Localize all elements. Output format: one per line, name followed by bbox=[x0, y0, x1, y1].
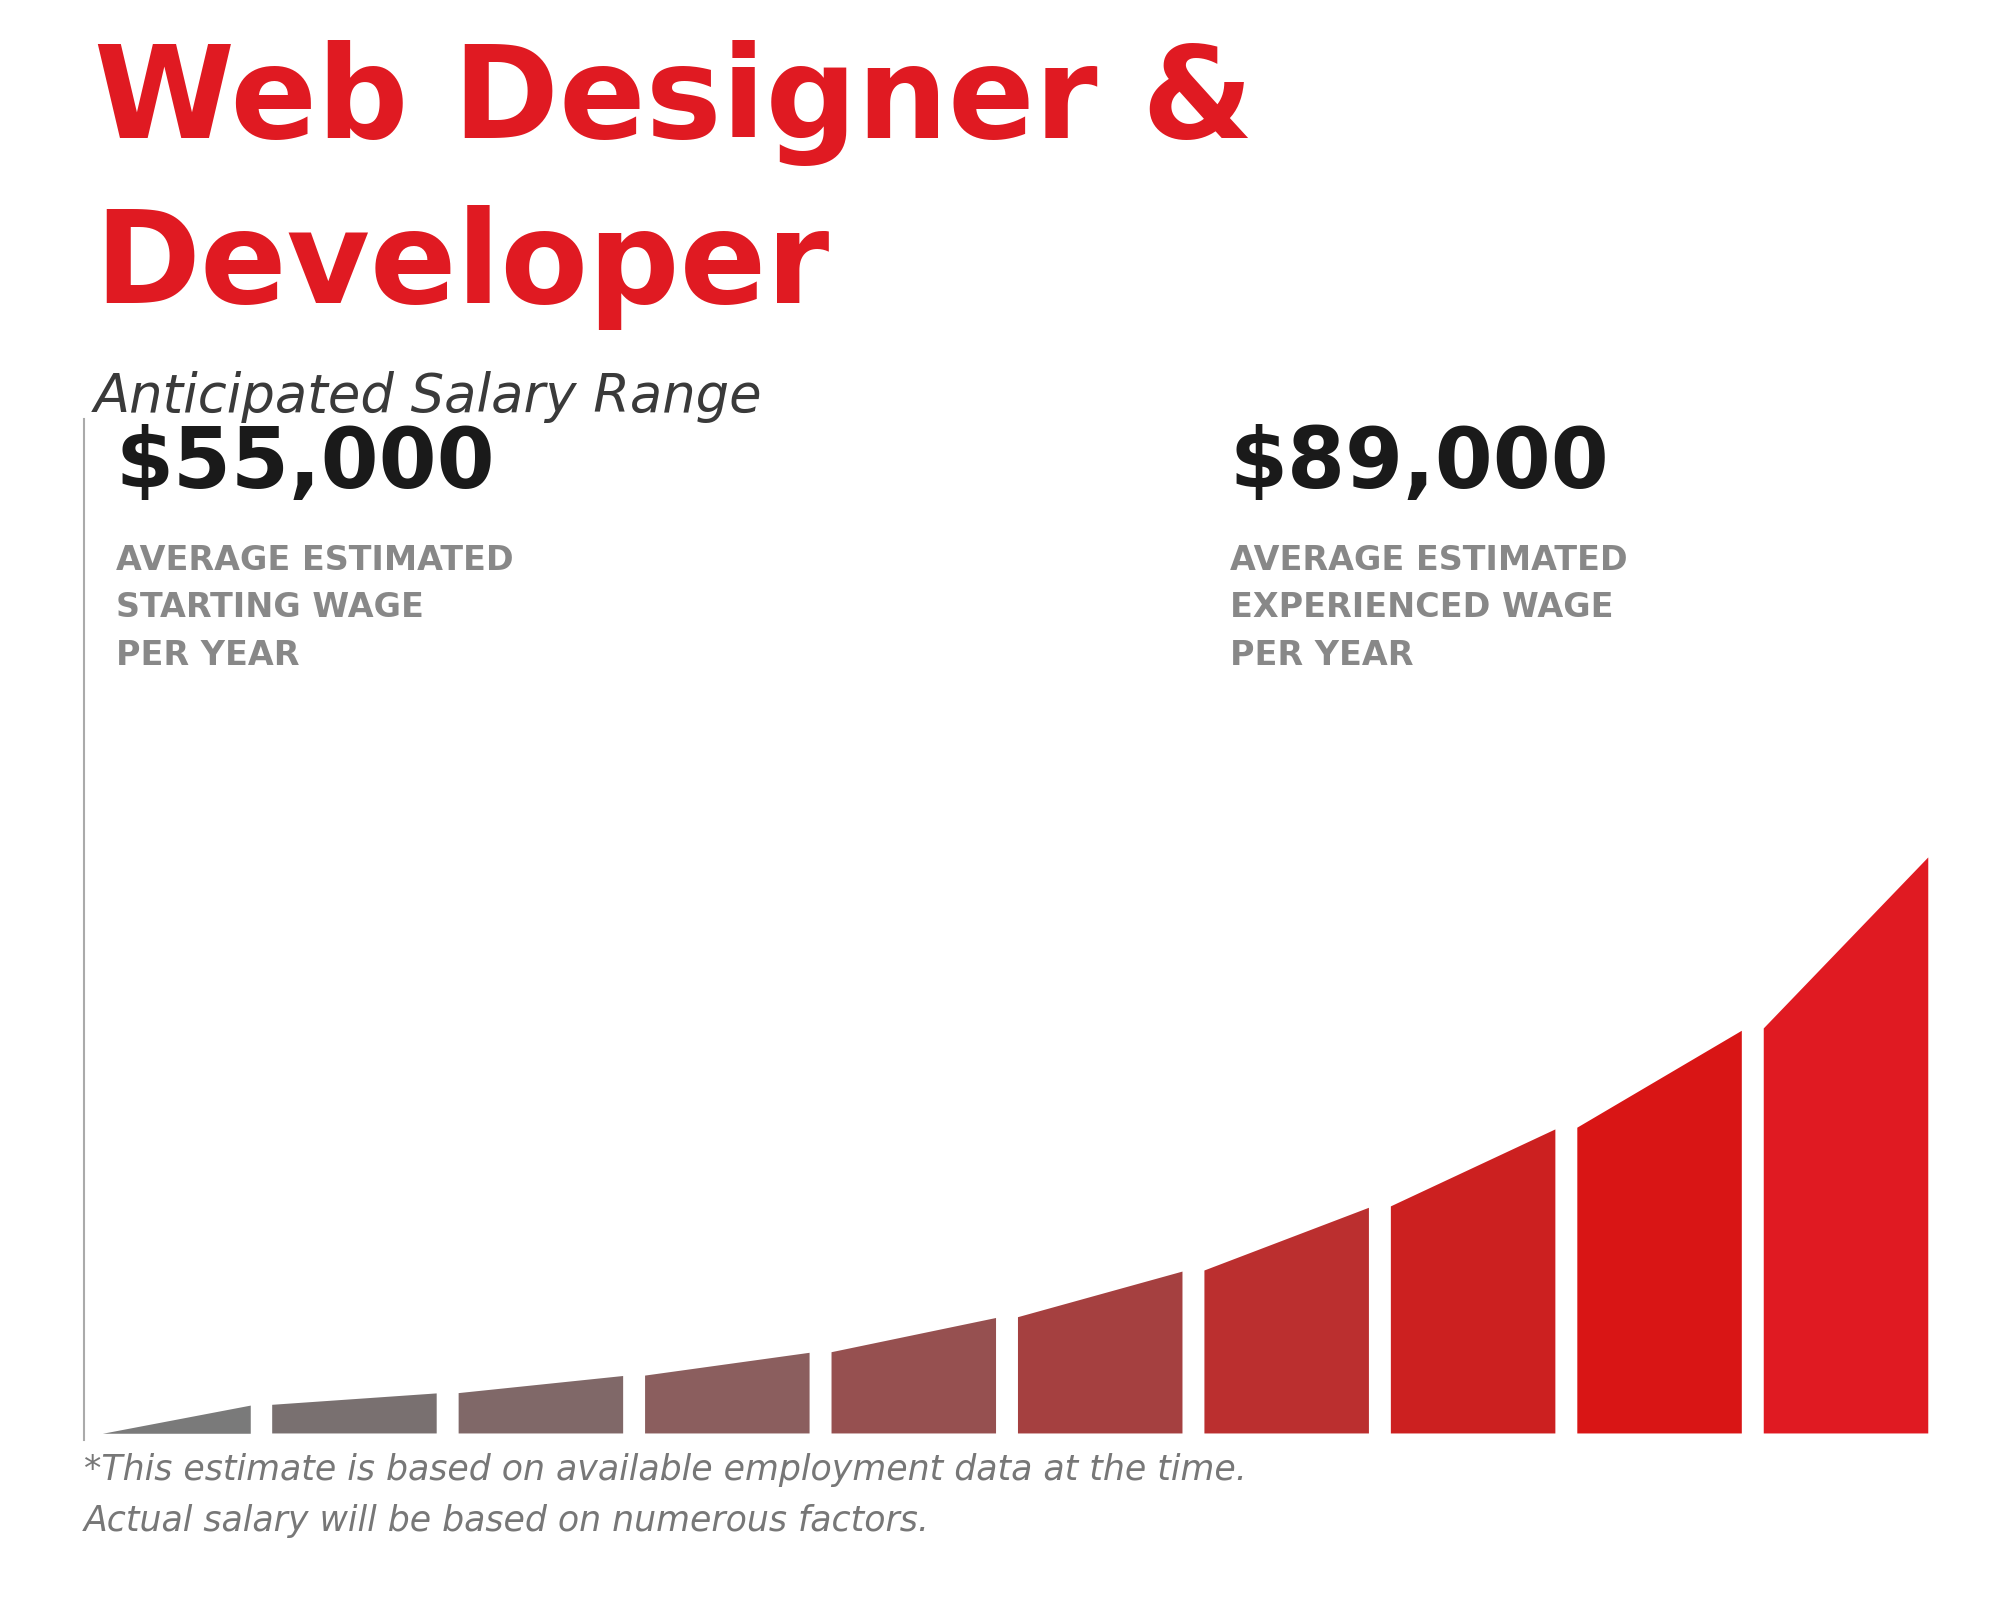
Text: Developer: Developer bbox=[94, 205, 830, 330]
Text: Actual salary will be based on numerous factors.: Actual salary will be based on numerous … bbox=[84, 1504, 930, 1538]
Polygon shape bbox=[270, 1392, 438, 1435]
Text: Web Designer &: Web Designer & bbox=[94, 40, 1254, 166]
Polygon shape bbox=[84, 1403, 252, 1435]
Polygon shape bbox=[1762, 853, 1930, 1435]
Polygon shape bbox=[644, 1350, 812, 1435]
Text: AVERAGE ESTIMATED
STARTING WAGE
PER YEAR: AVERAGE ESTIMATED STARTING WAGE PER YEAR bbox=[116, 544, 514, 672]
Text: Anticipated Salary Range: Anticipated Salary Range bbox=[94, 371, 762, 424]
Polygon shape bbox=[456, 1374, 624, 1435]
Polygon shape bbox=[830, 1315, 998, 1435]
Text: AVERAGE ESTIMATED
EXPERIENCED WAGE
PER YEAR: AVERAGE ESTIMATED EXPERIENCED WAGE PER Y… bbox=[1230, 544, 1628, 672]
Polygon shape bbox=[1016, 1269, 1184, 1435]
Polygon shape bbox=[1202, 1205, 1370, 1435]
Text: $89,000: $89,000 bbox=[1230, 424, 1610, 506]
Polygon shape bbox=[1390, 1126, 1558, 1435]
Polygon shape bbox=[1576, 1027, 1744, 1435]
Text: *This estimate is based on available employment data at the time.: *This estimate is based on available emp… bbox=[84, 1453, 1246, 1486]
Text: $55,000: $55,000 bbox=[116, 424, 496, 506]
